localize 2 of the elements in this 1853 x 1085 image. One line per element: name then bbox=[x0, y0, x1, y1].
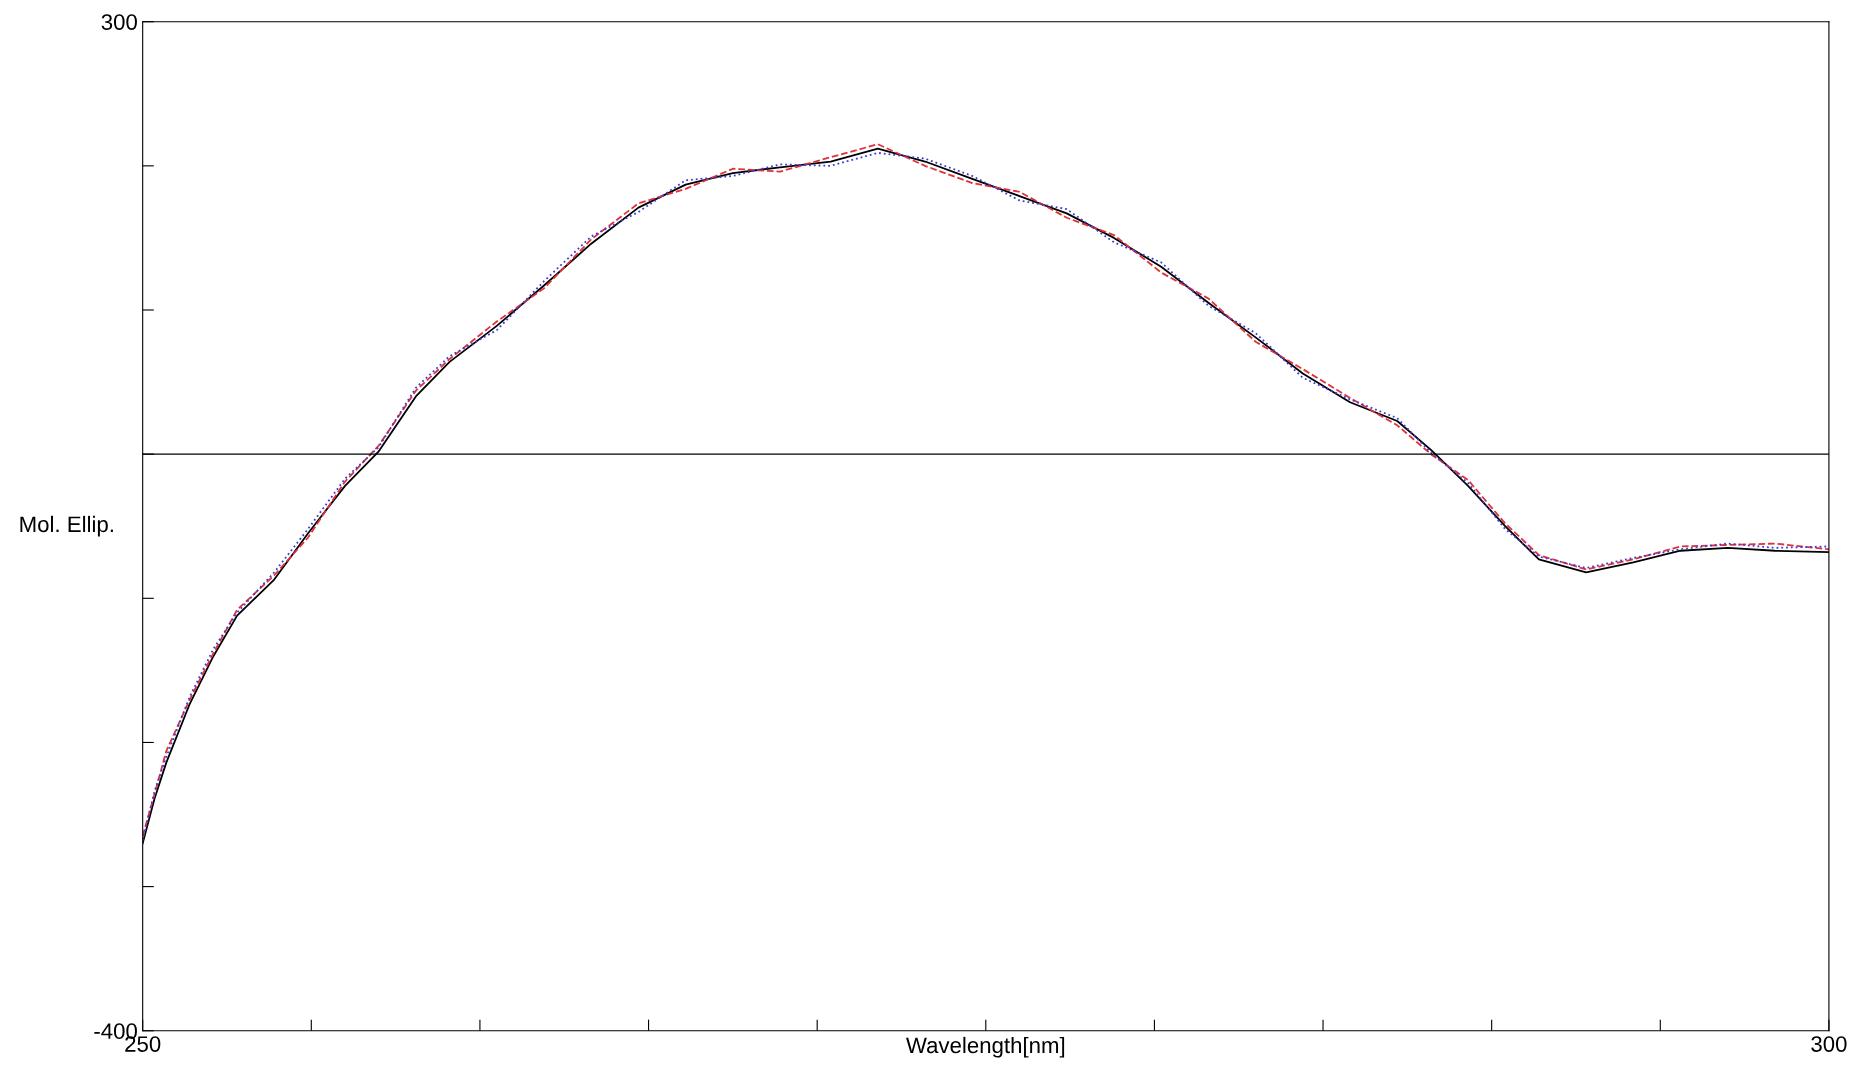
y-axis-title: Mol. Ellip. bbox=[20, 515, 113, 537]
x-axis-title: Wavelength[nm] bbox=[906, 1036, 1065, 1058]
